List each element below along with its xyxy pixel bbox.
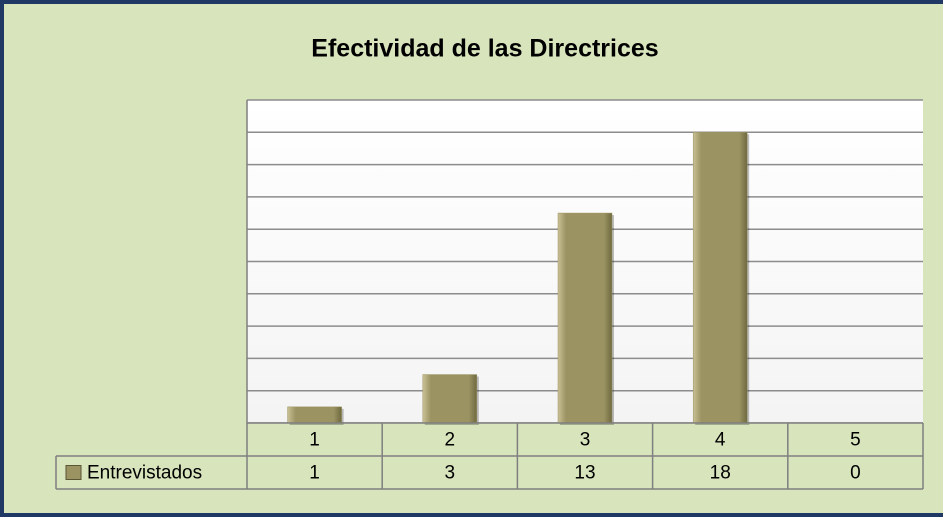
x-tick-label: 5 <box>850 430 861 451</box>
x-tick-label: 2 <box>445 430 456 451</box>
table-value: 1 <box>309 463 320 484</box>
table-value: 3 <box>445 463 456 484</box>
bar <box>287 406 342 424</box>
x-tick-label: 1 <box>309 430 320 451</box>
legend-swatch <box>65 465 82 480</box>
table-value: 0 <box>850 463 861 484</box>
bar <box>557 212 613 424</box>
table-value: 13 <box>574 463 595 484</box>
legend-label: Entrevistados <box>87 463 202 484</box>
table-value: 18 <box>710 463 731 484</box>
bar <box>692 132 748 424</box>
x-tick-label: 3 <box>580 430 591 451</box>
x-tick-label: 4 <box>715 430 726 451</box>
bar <box>422 374 478 424</box>
chart-title: Efectividad de las Directrices <box>311 35 658 63</box>
